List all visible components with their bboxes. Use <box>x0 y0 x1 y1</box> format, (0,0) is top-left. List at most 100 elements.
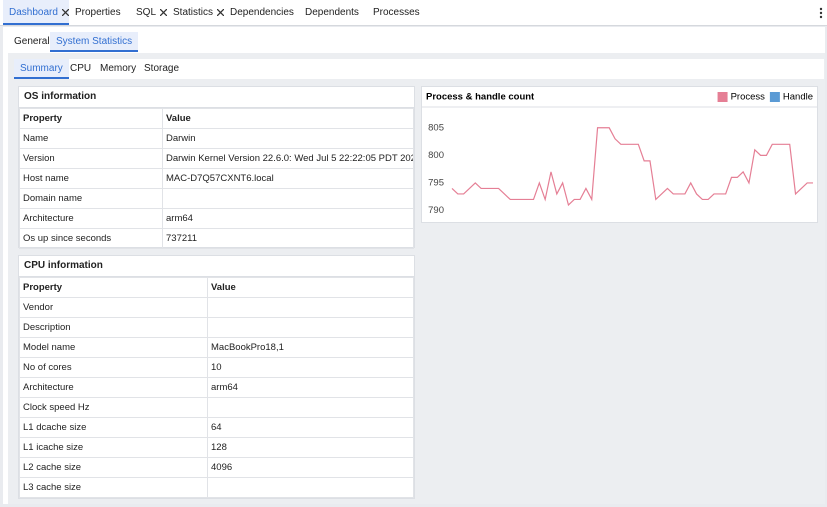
table-row: Os up since seconds 737211 <box>19 228 414 249</box>
chart-title: Process & handle count <box>426 92 535 103</box>
table-row: Architecture arm64 <box>19 377 414 398</box>
cell: arm64 <box>207 377 414 398</box>
sub-tabs: General System Statistics <box>8 32 825 52</box>
cell: No of cores <box>19 357 208 378</box>
cell <box>207 297 414 318</box>
cell: L1 dcache size <box>19 417 208 438</box>
cell <box>162 188 414 209</box>
cell: Host name <box>19 168 163 189</box>
tab-label: Properties <box>75 7 121 18</box>
series-line <box>451 127 813 207</box>
cell: MAC-D7Q57CXNT6.local <box>162 168 414 189</box>
cell: 737211 <box>162 228 414 249</box>
table-row: Version Darwin Kernel Version 22.6.0: Wed… <box>19 148 414 169</box>
legend-swatch <box>769 92 780 102</box>
table-row: Architecture arm64 <box>19 208 414 229</box>
tab[interactable]: Dashboard <box>3 0 70 25</box>
panel-title: OS information <box>19 87 414 108</box>
tab[interactable]: Dependencies <box>224 0 299 42</box>
table-row: No of cores 10 <box>19 357 414 378</box>
table-row: L2 cache size 4096 <box>19 457 414 478</box>
sub-tab[interactable]: Memory <box>100 63 137 74</box>
cell: Model name <box>19 337 208 358</box>
cell: 10 <box>207 357 414 378</box>
column-header: Value <box>162 108 414 129</box>
table-row: L3 cache size <box>19 477 414 498</box>
legend-label: Handle <box>783 92 813 103</box>
table-row: Model name MacBookPro18,1 <box>19 337 414 358</box>
table-row: Clock speed Hz <box>19 397 414 418</box>
tab-label: Dependents <box>305 7 359 18</box>
table-row: Name Darwin <box>19 128 414 149</box>
cell: arm64 <box>162 208 414 229</box>
info-table: Property Value Vendor Description Model name… <box>19 277 414 498</box>
column-header: Property <box>19 277 208 298</box>
cell: 4096 <box>207 457 414 478</box>
cell: Architecture <box>19 208 163 229</box>
tab[interactable]: Dependents <box>299 0 367 42</box>
sub-tab[interactable]: CPU <box>70 63 92 74</box>
cell: Name <box>19 128 163 149</box>
tab-bar: Dashboard Properties SQL Statistics Dependen… <box>0 0 827 42</box>
y-tick-label: 800 <box>428 150 444 161</box>
cell: L1 icache size <box>19 437 208 458</box>
tab[interactable]: Statistics <box>167 0 225 25</box>
table-row: Host name MAC-D7Q57CXNT6.local <box>19 168 414 189</box>
cell: 64 <box>207 417 414 438</box>
cell: Os up since seconds <box>19 228 163 249</box>
cell: Darwin <box>162 128 414 149</box>
column-header: Property <box>19 108 163 129</box>
sub-tab[interactable]: Storage <box>144 63 180 74</box>
column-header: Value <box>207 277 414 298</box>
os-panel: OS information Property Value Name Darwin Ver… <box>18 86 415 249</box>
table-row: L1 dcache size 64 <box>19 417 414 438</box>
panel-title: CPU information <box>19 256 414 277</box>
cell <box>207 397 414 418</box>
tab-label: Statistics <box>173 7 214 18</box>
tab-label: SQL <box>136 7 157 18</box>
stat-tabs: Summary CPU Memory Storage <box>14 59 824 79</box>
table-row: Description <box>19 317 414 338</box>
cell: Description <box>19 317 208 338</box>
close-icon[interactable] <box>61 8 70 17</box>
legend-swatch <box>717 92 728 102</box>
y-tick-label: 790 <box>428 205 444 216</box>
tab-label: Dependencies <box>230 7 294 18</box>
cell: Darwin Kernel Version 22.6.0: Wed Jul 5 … <box>162 148 414 169</box>
tab[interactable]: Processes <box>367 0 425 42</box>
info-table: Property Value Name Darwin Version Darwin Ker… <box>19 108 414 249</box>
cell <box>207 477 414 498</box>
cell: 128 <box>207 437 414 458</box>
close-icon[interactable] <box>159 8 168 17</box>
cell <box>207 317 414 338</box>
sub-tab[interactable]: General <box>14 36 50 47</box>
tab-label: Dashboard <box>9 7 58 18</box>
chart: Process & handle count Handle Process 790 79… <box>422 92 817 216</box>
cell: Vendor <box>19 297 208 318</box>
cell: Version <box>19 148 163 169</box>
cell: MacBookPro18,1 <box>207 337 414 358</box>
y-tick-label: 805 <box>428 122 444 133</box>
cell: Clock speed Hz <box>19 397 208 418</box>
cell: Domain name <box>19 188 163 209</box>
tab[interactable]: Properties <box>69 0 130 42</box>
y-tick-label: 795 <box>428 177 444 188</box>
cell: Architecture <box>19 377 208 398</box>
sub-tab[interactable]: Summary <box>14 59 69 79</box>
cell: L2 cache size <box>19 457 208 478</box>
cpu-panel: CPU information Property Value Vendor Descri… <box>18 255 415 499</box>
tab-label: Processes <box>373 7 420 18</box>
close-icon[interactable] <box>216 8 225 17</box>
header-row: Property Value <box>19 108 414 129</box>
table-row: Vendor <box>19 297 414 318</box>
sub-tab[interactable]: System Statistics <box>50 32 139 52</box>
cell: L3 cache size <box>19 477 208 498</box>
tab[interactable]: SQL <box>130 0 168 25</box>
menu-icon[interactable] <box>819 7 823 19</box>
chart-panel: Process & handle count Handle Process 790 79… <box>421 86 818 223</box>
header-row: Property Value <box>19 277 414 298</box>
table-row: Domain name <box>19 188 414 209</box>
table-row: L1 icache size 128 <box>19 437 414 458</box>
legend-label: Process <box>731 92 766 103</box>
